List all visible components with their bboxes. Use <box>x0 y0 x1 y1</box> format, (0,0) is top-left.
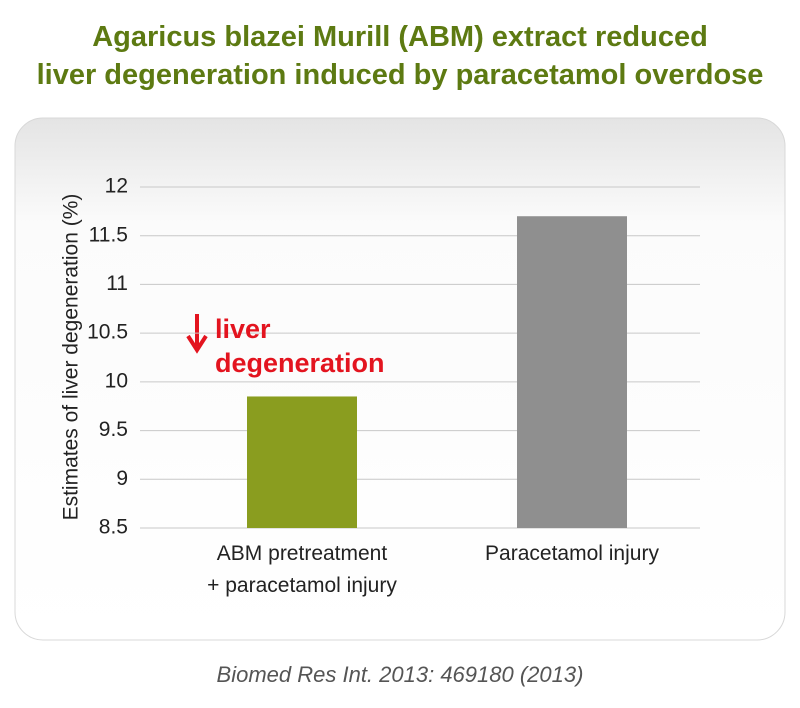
y-tick-label: 12 <box>105 175 128 198</box>
y-axis-label: Estimates of liver degeneration (%) <box>60 194 83 521</box>
source: Biomed Res Int. 2013: 469180 (2013) <box>216 662 584 687</box>
y-tick-label: 10.5 <box>87 321 128 344</box>
bar <box>247 396 357 528</box>
bar <box>517 216 627 528</box>
y-tick-label: 8.5 <box>99 516 128 539</box>
y-tick-label: 11 <box>106 272 128 295</box>
y-tick-label: 10 <box>105 369 128 392</box>
down-arrow <box>186 314 208 354</box>
annotation: liver degeneration <box>215 314 385 378</box>
x-tick-label: ABM pretreatment + paracetamol injury <box>207 542 397 597</box>
x-tick-label: Paracetamol injury <box>485 542 659 565</box>
y-tick-label: 11.5 <box>89 223 128 246</box>
y-tick-label: 9 <box>116 467 128 490</box>
y-tick-label: 9.5 <box>99 418 128 441</box>
chart-title: Agaricus blazei Murill (ABM) extract red… <box>36 21 764 91</box>
